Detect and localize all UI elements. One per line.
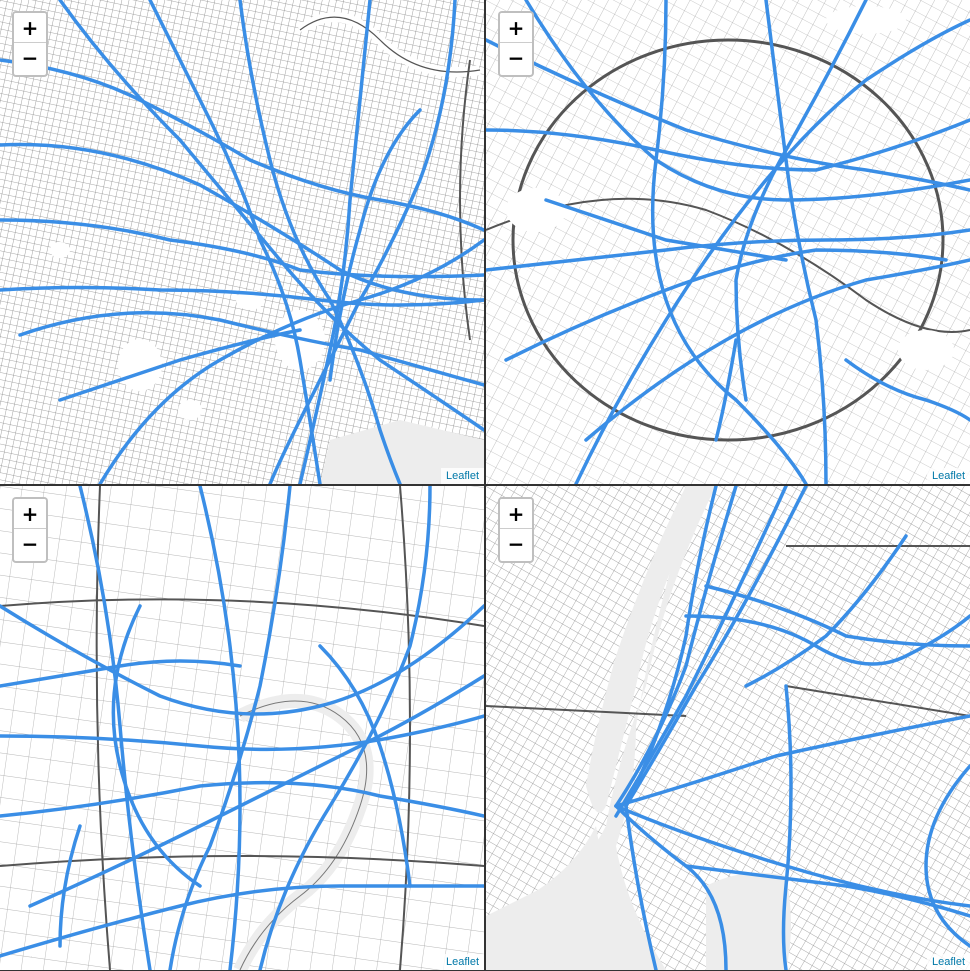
major-roads: [0, 486, 484, 970]
zoom-control: + −: [498, 11, 534, 77]
zoom-in-button[interactable]: +: [14, 499, 46, 529]
zoom-in-button[interactable]: +: [14, 13, 46, 43]
river-edge: [239, 700, 368, 970]
map-canvas-paris[interactable]: [486, 0, 970, 484]
attribution-link[interactable]: Leaflet: [440, 468, 484, 484]
ring-road: [511, 38, 945, 442]
parks: [506, 6, 954, 370]
map-canvas-tokyo[interactable]: [0, 0, 484, 484]
harbor-water: [486, 826, 606, 970]
river-channel: [586, 486, 711, 813]
route-lines: [486, 0, 970, 484]
attribution-link[interactable]: Leaflet: [440, 954, 484, 970]
river: [486, 197, 970, 333]
zoom-out-button[interactable]: −: [14, 529, 46, 559]
street-grid: [0, 486, 484, 970]
major-road: [459, 59, 471, 341]
map-panel-paris[interactable]: + − Leaflet: [486, 0, 970, 484]
map-canvas-new-york[interactable]: [486, 486, 970, 970]
route-lines: [0, 0, 484, 484]
zoom-in-button[interactable]: +: [500, 499, 532, 529]
zoom-control: + −: [12, 11, 48, 77]
major-roads: [486, 545, 970, 717]
east-river: [706, 872, 791, 970]
attribution-link[interactable]: Leaflet: [926, 954, 970, 970]
zoom-out-button[interactable]: −: [14, 43, 46, 73]
map-panel-tokyo[interactable]: + − Leaflet: [0, 0, 484, 484]
map-canvas-shanghai[interactable]: [0, 486, 484, 970]
zoom-control: + −: [12, 497, 48, 563]
attribution-link[interactable]: Leaflet: [926, 468, 970, 484]
map-panel-shanghai[interactable]: + − Leaflet: [0, 486, 484, 970]
route-lines: [0, 486, 484, 970]
zoom-control: + −: [498, 497, 534, 563]
map-panel-new-york[interactable]: + − Leaflet: [486, 486, 970, 970]
route-lines: [614, 486, 970, 970]
zoom-out-button[interactable]: −: [500, 529, 532, 559]
zoom-in-button[interactable]: +: [500, 13, 532, 43]
zoom-out-button[interactable]: −: [500, 43, 532, 73]
street-grid: [0, 0, 484, 484]
